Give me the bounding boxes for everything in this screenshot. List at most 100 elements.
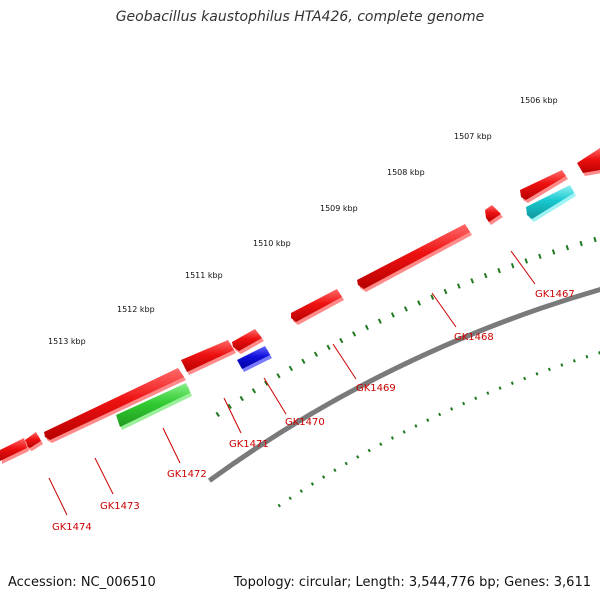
accession-text: Accession: NC_006510 [8,575,156,590]
gene-labels: GK1467 GK1468 GK1469 GK1470 GK1471 GK1472 GK14… [48,250,575,533]
gene-feature [526,185,574,219]
scale-tick [470,278,475,284]
gene-label-gk1474[interactable]: GK1474 [52,522,92,533]
inner-tick [462,401,466,406]
inner-tick [277,503,281,508]
inner-tick [474,396,478,401]
inner-tick [510,381,514,385]
inner-tick [547,367,551,372]
gene-features [0,148,600,464]
scale-tick [430,294,435,300]
scale-label: 1508 kbp [387,168,425,177]
inner-tick [438,412,442,417]
scale-tick [264,380,269,386]
scale-tick [326,344,331,351]
scale-label: 1507 kbp [454,132,492,141]
inner-tick [523,376,527,381]
gene-label-gk1467[interactable]: GK1467 [535,289,575,300]
gene-label-gk1473[interactable]: GK1473 [100,501,140,512]
inner-tick [450,407,454,411]
scale-tick [239,395,244,402]
genome-backbone [207,287,600,483]
inner-tick [310,482,315,486]
inner-tick [402,430,406,434]
inner-tick [585,355,589,359]
gene-feature [485,205,501,222]
inner-tick [414,424,418,428]
inner-tick [486,391,490,395]
gene-leader-line [332,343,357,380]
scale-tick [510,262,515,269]
scale-label: 1513 kbp [48,337,86,346]
gene-feature [0,438,27,461]
gene-feature [291,289,342,322]
inner-tick [390,436,395,440]
scale-tick [276,373,281,379]
scale-tick [215,411,220,418]
scale-label: 1511 kbp [185,271,223,280]
scale-tick [524,258,529,264]
gene-leader-line [223,397,242,434]
gene-leader-line [48,477,68,516]
gene-leader-line [510,250,536,285]
inner-tick [299,489,303,493]
inner-tick [426,418,430,422]
scale-tick [301,358,306,364]
gene-leader-line [263,377,287,415]
gene-feature [116,383,190,427]
gene-feature [357,224,470,289]
gene-label-gk1471[interactable]: GK1471 [229,439,269,450]
scale-labels: 1506 kbp 1507 kbp 1508 kbp 1509 kbp 1510 kbp… [48,96,558,346]
backbone-ring [207,287,600,483]
scale-label: 1506 kbp [520,96,558,105]
inner-tick [356,455,360,459]
scale-tick [483,272,488,279]
scale-label: 1512 kbp [117,305,155,314]
scale-tick [443,288,448,295]
scale-tick [352,331,357,337]
gene-leader-line [431,292,457,328]
inner-tick [379,442,383,446]
scale-tick [579,240,583,247]
inner-tick [572,359,576,363]
inner-scale-ticks [277,351,600,508]
scale-tick [390,312,395,318]
gene-label-gk1468[interactable]: GK1468 [454,332,494,343]
gene-feature [181,340,234,372]
inner-tick [367,448,371,453]
inner-tick [535,372,539,376]
gene-feature [237,346,270,369]
gene-feature [520,170,566,200]
gene-label-gk1469[interactable]: GK1469 [356,383,396,394]
scale-tick [339,337,344,344]
inner-tick [288,496,292,501]
scale-tick [364,324,369,331]
scale-tick [456,283,461,289]
scale-tick [593,236,597,243]
genome-title: Geobacillus kaustophilus HTA426, complet… [115,9,485,25]
gene-feature [232,329,262,351]
inner-tick [321,475,326,479]
scale-tick [377,318,382,324]
scale-tick [288,365,294,372]
inner-tick [333,468,337,473]
gene-label-gk1470[interactable]: GK1470 [285,417,325,428]
outer-scale-ticks [215,236,597,418]
scale-tick [565,244,570,251]
inner-tick [498,386,502,390]
scale-tick [251,388,257,394]
scale-tick [538,253,542,260]
scale-label: 1509 kbp [320,204,358,213]
gene-label-gk1472[interactable]: GK1472 [167,469,207,480]
inner-tick [560,363,564,367]
gene-feature [25,432,41,448]
gene-feature [577,148,600,173]
scale-tick [227,403,232,410]
gene-leader-line [94,457,114,495]
scale-tick [403,306,408,312]
scale-tick [551,249,556,255]
scale-tick [417,300,421,306]
gene-leader-line [162,427,181,464]
scale-tick [497,267,501,274]
